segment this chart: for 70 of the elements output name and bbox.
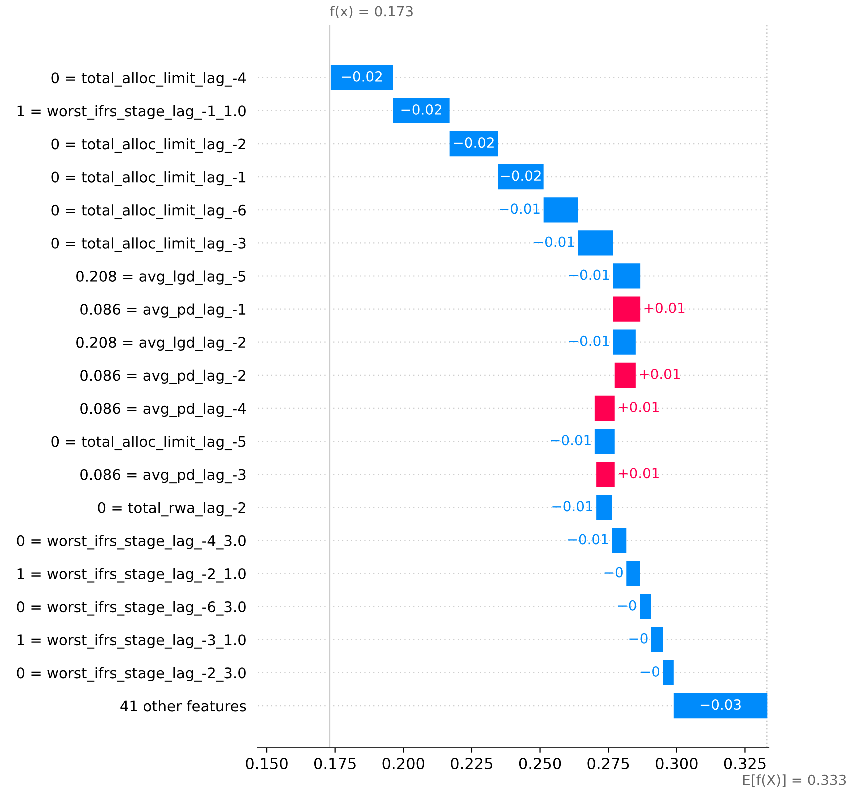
y-tick-label: 0 = total_alloc_limit_lag_-6 xyxy=(52,204,246,220)
y-tick-label: 0.208 = avg_lgd_lag_-2 xyxy=(76,336,246,352)
data-label: −0.02 xyxy=(342,71,382,82)
bar xyxy=(578,230,614,256)
data-label: −0.01 xyxy=(568,534,608,545)
bar xyxy=(498,164,544,190)
bar xyxy=(450,131,498,157)
data-label: −0.02 xyxy=(501,170,541,182)
data-label: −0 xyxy=(604,567,623,578)
y-tick-label: 0 = worst_ifrs_stage_lag_-6_3.0 xyxy=(17,601,246,616)
data-label: −0.03 xyxy=(700,700,741,710)
y-tick-label: 0 = worst_ifrs_stage_lag_-2_3.0 xyxy=(17,667,246,682)
bar xyxy=(612,528,627,554)
data-label: −0.01 xyxy=(569,336,610,346)
x-tick-label: 0.275 xyxy=(588,758,630,770)
bar xyxy=(640,594,652,620)
data-label: −0.02 xyxy=(402,104,442,115)
data-label: −0 xyxy=(618,600,636,611)
bar xyxy=(626,561,640,586)
y-tick-label: 0 = total_alloc_limit_lag_-2 xyxy=(52,138,246,153)
bar xyxy=(663,660,674,686)
bar xyxy=(674,693,768,719)
y-tick-label: 1 = worst_ifrs_stage_lag_-1_1.0 xyxy=(18,105,246,120)
x-tick-label: 0.250 xyxy=(519,758,562,770)
bar xyxy=(594,428,615,454)
x-tick-label: 0.175 xyxy=(314,758,356,770)
x-tick-label: 0.300 xyxy=(656,758,698,770)
bar xyxy=(614,362,636,388)
y-tick-label: 1 = worst_ifrs_stage_lag_-2_1.0 xyxy=(18,568,246,583)
y-tick-label: 0 = total_alloc_limit_lag_-1 xyxy=(52,172,246,186)
bar xyxy=(393,98,450,124)
bar xyxy=(596,462,615,488)
x-tick-label: 0.325 xyxy=(724,758,766,770)
x-tick-label: 0.225 xyxy=(451,758,492,770)
bar xyxy=(596,495,612,520)
bar xyxy=(544,198,578,223)
data-label: −0.01 xyxy=(552,501,593,512)
data-label: −0 xyxy=(630,633,648,644)
y-tick-label: 0 = total_rwa_lag_-2 xyxy=(98,502,246,517)
data-label: +0.01 xyxy=(619,468,659,479)
ref-line-label: f(x) = 0.173 xyxy=(330,6,413,18)
data-label: −0.01 xyxy=(569,270,610,280)
bar xyxy=(613,296,641,322)
bar xyxy=(651,627,664,652)
bar xyxy=(613,330,636,355)
y-tick-label: 0 = worst_ifrs_stage_lag_-4_3.0 xyxy=(17,535,246,550)
ref-line-label: E[f(X)] = 0.333 xyxy=(743,774,846,787)
data-label: −0.01 xyxy=(534,236,574,248)
data-label: −0.01 xyxy=(500,204,540,214)
x-tick-label: 0.150 xyxy=(246,758,288,770)
x-tick-label: 0.200 xyxy=(382,758,425,770)
data-label: −0 xyxy=(641,666,660,677)
bar xyxy=(594,396,615,422)
y-tick-label: 0 = total_alloc_limit_lag_-5 xyxy=(52,436,246,451)
data-label: −0.01 xyxy=(551,435,591,446)
data-label: −0.02 xyxy=(454,138,494,148)
y-tick-label: 0.208 = avg_lgd_lag_-5 xyxy=(76,270,246,286)
data-label: +0.01 xyxy=(619,402,659,413)
data-label: +0.01 xyxy=(644,302,685,314)
data-label: +0.01 xyxy=(640,368,680,380)
y-tick-label: 0.086 = avg_pd_lag_-4 xyxy=(80,402,246,418)
y-tick-label: 41 other features xyxy=(120,700,246,712)
y-tick-label: 1 = worst_ifrs_stage_lag_-3_1.0 xyxy=(18,634,246,649)
y-tick-label: 0.086 = avg_pd_lag_-2 xyxy=(80,370,246,384)
bar xyxy=(613,264,641,289)
y-tick-label: 0 = total_alloc_limit_lag_-4 xyxy=(52,72,246,87)
bar xyxy=(330,65,394,90)
y-tick-label: 0.086 = avg_pd_lag_-3 xyxy=(80,469,246,484)
y-tick-label: 0.086 = avg_pd_lag_-1 xyxy=(80,304,246,318)
y-tick-label: 0 = total_alloc_limit_lag_-3 xyxy=(52,238,246,252)
